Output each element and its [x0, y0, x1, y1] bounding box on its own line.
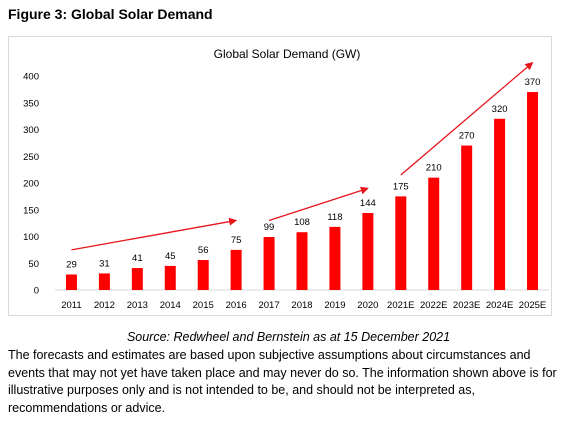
y-tick-label: 400 [23, 72, 39, 83]
bar [494, 118, 506, 290]
bar-chart: Global Solar Demand (GW) 0 50 100 150 200 250… [23, 47, 549, 311]
data-label: 144 [360, 198, 376, 209]
bar [98, 273, 110, 290]
data-label: 31 [99, 258, 110, 269]
bar [164, 265, 176, 290]
source-note: Source: Redwheel and Bernstein as at 15 … [126, 330, 451, 344]
trend-arrow [400, 61, 534, 176]
x-tick-label: 2021E [387, 300, 414, 311]
x-tick-label: 2017 [258, 300, 279, 311]
x-tick-label: 2014 [160, 300, 181, 311]
x-tick-label: 2015 [193, 300, 214, 311]
data-label: 210 [426, 163, 442, 174]
bar [296, 232, 308, 290]
data-label: 75 [231, 235, 242, 246]
trend-arrow [71, 217, 238, 251]
trend-arrow [268, 186, 369, 222]
x-tick-label: 2019 [324, 300, 345, 311]
x-tick-label: 2016 [226, 300, 247, 311]
x-tick-label: 2022E [420, 300, 447, 311]
x-tick-label: 2013 [127, 300, 148, 311]
y-tick-label: 250 [23, 152, 39, 163]
data-label: 108 [294, 217, 310, 228]
y-tick-label: 350 [23, 98, 39, 109]
data-label: 320 [492, 104, 508, 115]
bar [65, 274, 77, 290]
bar [131, 268, 143, 290]
y-tick-label: 150 [23, 205, 39, 216]
bar [395, 196, 407, 290]
y-tick-label: 300 [23, 125, 39, 136]
x-tick-label: 2011 [61, 300, 81, 311]
x-tick-label: 2012 [94, 300, 115, 311]
x-tick-label: 2020 [357, 300, 378, 311]
data-label: 118 [327, 212, 342, 223]
bar [527, 92, 539, 290]
bar [461, 145, 473, 290]
chart-title: Global Solar Demand (GW) [214, 47, 361, 61]
bar [230, 249, 242, 290]
data-label: 41 [132, 253, 143, 264]
disclaimer-text: The forecasts and estimates are based up… [8, 348, 557, 415]
bar [329, 226, 341, 290]
x-tick-label: 2018 [291, 300, 312, 311]
chart-area: Global Solar Demand (GW) 0 50 100 150 200 250… [8, 36, 552, 316]
figure-title: Figure 3: Global Solar Demand [8, 6, 213, 22]
data-label: 99 [264, 222, 275, 233]
x-tick-label: 2025E [519, 300, 546, 311]
y-tick-label: 0 [34, 286, 39, 297]
bar [263, 237, 275, 290]
data-label: 270 [459, 131, 475, 142]
x-tick-label: 2024E [486, 300, 513, 311]
data-label: 56 [198, 245, 209, 256]
y-tick-label: 100 [23, 232, 39, 243]
y-tick-label: 200 [23, 179, 39, 190]
data-label: 29 [66, 259, 77, 270]
bar [428, 177, 440, 290]
y-tick-label: 50 [28, 259, 39, 270]
bar [362, 212, 374, 290]
data-label: 370 [525, 77, 541, 88]
data-label: 45 [165, 251, 176, 262]
x-tick-label: 2023E [453, 300, 480, 311]
bar [197, 260, 209, 290]
data-label: 175 [393, 181, 409, 192]
